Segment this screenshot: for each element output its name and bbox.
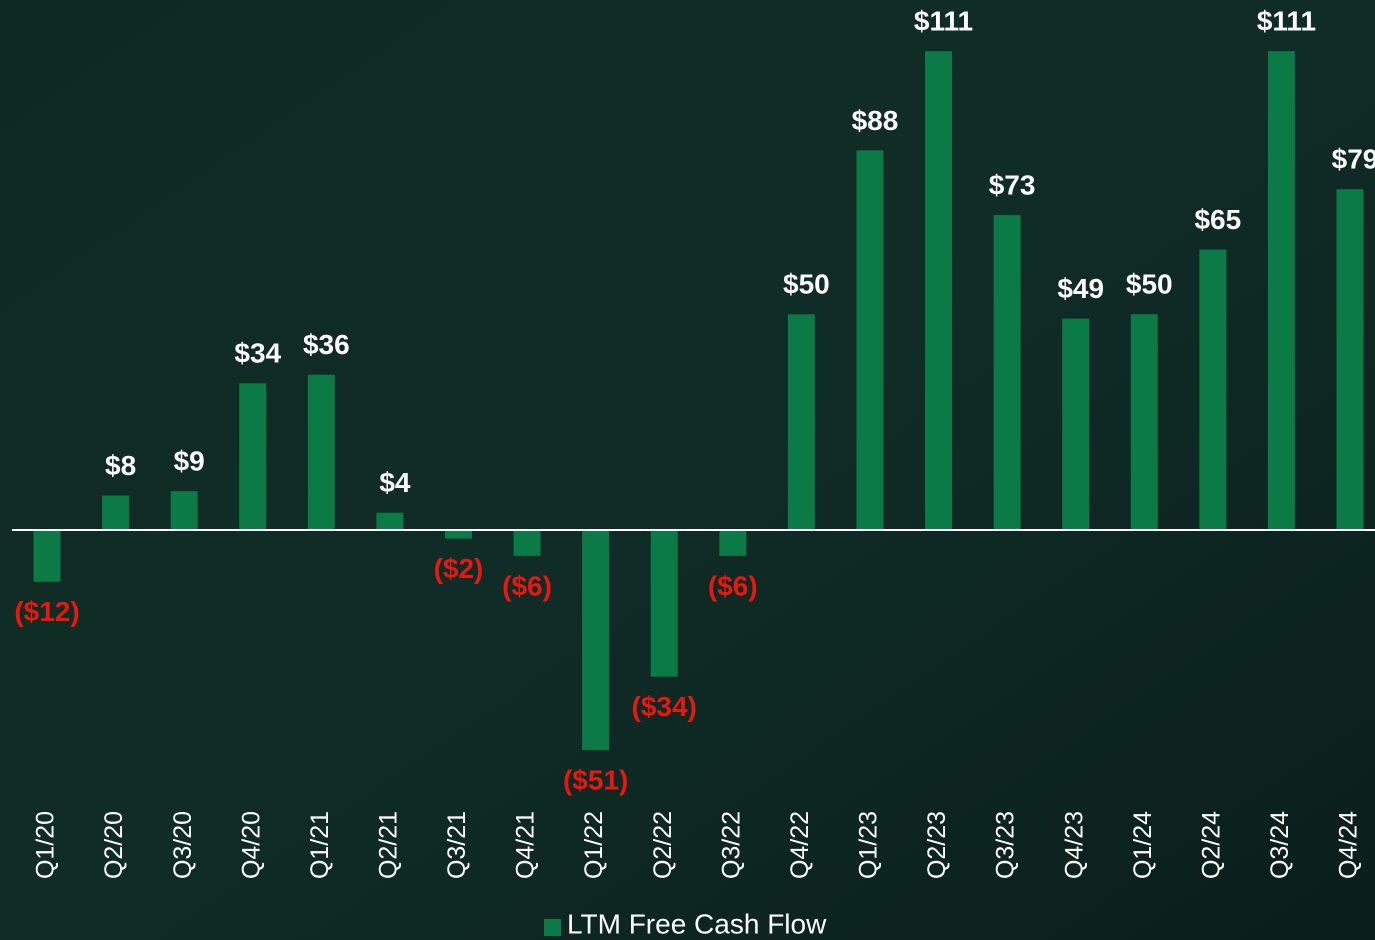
bar bbox=[1131, 314, 1158, 530]
bar bbox=[34, 530, 61, 582]
value-label: ($2) bbox=[434, 553, 484, 584]
value-label: $34 bbox=[234, 338, 281, 369]
x-tick-label: Q2/24 bbox=[1197, 811, 1225, 879]
x-tick-label: Q4/21 bbox=[512, 811, 540, 879]
x-tick-label: Q3/20 bbox=[169, 811, 197, 879]
x-tick-label: Q1/24 bbox=[1129, 811, 1157, 879]
x-tick-label: Q1/21 bbox=[306, 811, 334, 879]
value-label: $50 bbox=[1126, 269, 1173, 300]
value-label: ($6) bbox=[502, 570, 552, 601]
x-tick-label: Q2/23 bbox=[923, 811, 951, 879]
x-tick-label: Q3/23 bbox=[992, 811, 1020, 879]
bar bbox=[1199, 250, 1226, 530]
value-label: $111 bbox=[1257, 6, 1316, 37]
bar bbox=[308, 375, 335, 530]
value-label: $9 bbox=[174, 446, 205, 477]
value-label: $88 bbox=[852, 105, 899, 136]
background bbox=[0, 0, 1375, 940]
bar bbox=[171, 491, 198, 530]
value-label: ($34) bbox=[632, 691, 697, 722]
x-tick-label: Q2/20 bbox=[100, 811, 128, 879]
legend: LTM Free Cash Flow bbox=[544, 908, 827, 939]
chart: ($12) Q1/20 $8 Q2/20 $9 Q3/20 $34 Q4/20 $36 Q1/21… bbox=[0, 0, 1375, 940]
x-tick-label: Q4/20 bbox=[237, 811, 265, 879]
x-tick-label: Q2/21 bbox=[375, 811, 403, 879]
bar bbox=[719, 530, 746, 556]
value-label: $49 bbox=[1057, 273, 1104, 304]
value-label: $36 bbox=[303, 329, 350, 360]
x-tick-label: Q3/22 bbox=[717, 811, 745, 879]
value-label: $73 bbox=[989, 169, 1036, 200]
x-tick-label: Q1/20 bbox=[32, 811, 60, 879]
x-tick-label: Q2/22 bbox=[649, 811, 677, 879]
x-tick-label: Q1/23 bbox=[855, 811, 883, 879]
value-label: $8 bbox=[105, 450, 136, 481]
bar bbox=[1268, 51, 1295, 530]
x-tick-label: Q3/21 bbox=[443, 811, 471, 879]
x-tick-label: Q4/23 bbox=[1060, 811, 1088, 879]
value-label: $79 bbox=[1332, 144, 1375, 175]
value-label: $4 bbox=[379, 467, 411, 498]
bar bbox=[514, 530, 541, 556]
x-tick-label: Q3/24 bbox=[1266, 811, 1294, 879]
bar bbox=[994, 215, 1021, 530]
bar bbox=[445, 530, 472, 539]
bar bbox=[925, 51, 952, 530]
x-tick-label: Q1/22 bbox=[580, 811, 608, 879]
value-label: $50 bbox=[783, 269, 830, 300]
legend-swatch bbox=[544, 919, 561, 936]
x-tick-label: Q4/22 bbox=[786, 811, 814, 879]
bar bbox=[856, 150, 883, 530]
bar bbox=[239, 383, 266, 530]
value-label: $65 bbox=[1194, 204, 1241, 235]
bar bbox=[102, 495, 129, 530]
bar bbox=[1337, 189, 1364, 530]
bar bbox=[376, 513, 403, 530]
value-label: $111 bbox=[914, 6, 973, 37]
bar bbox=[651, 530, 678, 677]
bar bbox=[582, 530, 609, 750]
legend-label: LTM Free Cash Flow bbox=[567, 908, 827, 939]
value-label: ($12) bbox=[14, 596, 79, 627]
value-label: ($6) bbox=[708, 570, 758, 601]
bar bbox=[1062, 319, 1089, 530]
page: {"chart_data": {"type": "bar", "categori… bbox=[0, 0, 1375, 940]
value-label: ($51) bbox=[563, 764, 628, 795]
x-tick-label: Q4/24 bbox=[1335, 811, 1363, 879]
bar bbox=[788, 314, 815, 530]
